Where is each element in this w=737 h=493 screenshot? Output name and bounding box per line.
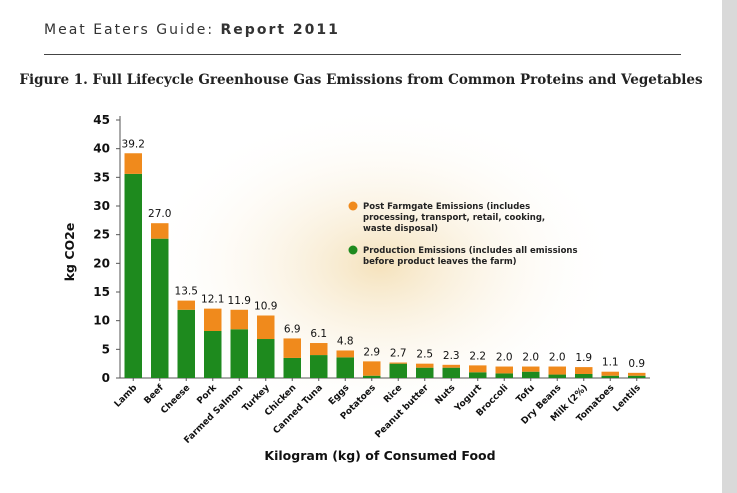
header-report: Report 2011 bbox=[220, 22, 340, 38]
bar-total-label: 2.0 bbox=[549, 352, 566, 364]
bar-production-segment bbox=[442, 367, 460, 378]
bar-total-label: 12.1 bbox=[201, 294, 224, 306]
bar-total-label: 2.3 bbox=[443, 350, 460, 362]
bar-production-segment bbox=[204, 330, 222, 378]
y-tick-label: 40 bbox=[93, 142, 110, 156]
report-header: Meat Eaters Guide: Report 2011 bbox=[44, 22, 340, 38]
legend-post-farmgate-line-1: Post Farmgate Emissions (includes bbox=[363, 202, 530, 212]
bar-total-label: 2.0 bbox=[496, 352, 513, 364]
legend-production-line-2: before product leaves the farm) bbox=[363, 257, 517, 267]
bar-total-label: 11.9 bbox=[228, 295, 251, 307]
legend-production-line-1: Production Emissions (includes all emiss… bbox=[363, 246, 578, 256]
bar-total-label: 1.9 bbox=[575, 352, 592, 364]
bar-total-label: 0.9 bbox=[628, 358, 645, 370]
bar-post-farmgate-segment bbox=[177, 300, 195, 310]
y-axis-title: kg CO2e bbox=[62, 223, 77, 282]
bar-post-farmgate-segment bbox=[522, 366, 540, 372]
bar-production-segment bbox=[177, 309, 195, 378]
bar-production-segment bbox=[124, 173, 142, 378]
bar-post-farmgate-segment bbox=[124, 153, 142, 174]
y-tick-label: 5 bbox=[102, 342, 110, 356]
header-prefix: Meat Eaters Guide: bbox=[44, 22, 221, 38]
y-tick-label: 35 bbox=[93, 170, 110, 184]
x-category-label: Lamb bbox=[113, 383, 140, 410]
y-tick-label: 15 bbox=[93, 285, 110, 299]
bar-post-farmgate-segment bbox=[495, 366, 513, 374]
legend-production-swatch bbox=[348, 245, 358, 255]
y-tick-label: 20 bbox=[93, 256, 110, 270]
bar-total-label: 13.5 bbox=[175, 286, 198, 298]
figure-title: Figure 1. Full Lifecycle Greenhouse Gas … bbox=[19, 72, 703, 88]
y-tick-label: 25 bbox=[93, 228, 110, 242]
bar-post-farmgate-segment bbox=[230, 309, 248, 330]
bar-production-segment bbox=[389, 363, 407, 378]
bar-total-label: 6.9 bbox=[284, 323, 301, 335]
bar-production-segment bbox=[283, 357, 301, 378]
x-category-label: Lentils bbox=[612, 383, 643, 414]
bar-post-farmgate-segment bbox=[601, 371, 619, 376]
y-tick-label: 30 bbox=[93, 199, 110, 213]
y-tick-label: 45 bbox=[93, 113, 110, 127]
bar-production-segment bbox=[363, 375, 381, 378]
bar-post-farmgate-segment bbox=[363, 361, 381, 376]
x-category-label: Pork bbox=[195, 382, 219, 406]
header-rule bbox=[44, 54, 681, 55]
legend-post-farmgate-line-3: waste disposal) bbox=[363, 224, 438, 234]
x-category-label: Cheese bbox=[159, 383, 192, 416]
legend-post-farmgate-swatch bbox=[348, 201, 358, 211]
bar-post-farmgate-segment bbox=[548, 366, 566, 375]
bar-production-segment bbox=[575, 373, 593, 378]
y-tick-label: 0 bbox=[102, 371, 110, 385]
bar-production-segment bbox=[336, 357, 354, 378]
page-margin bbox=[722, 0, 737, 493]
bar-production-segment bbox=[495, 373, 513, 378]
legend-post-farmgate-line-2: processing, transport, retail, cooking, bbox=[363, 213, 545, 223]
bar-production-segment bbox=[310, 355, 328, 378]
bar-post-farmgate-segment bbox=[469, 365, 487, 373]
bar-post-farmgate-segment bbox=[204, 308, 222, 331]
bar-post-farmgate-segment bbox=[257, 315, 275, 340]
bar-total-label: 4.8 bbox=[337, 335, 354, 347]
bar-total-label: 39.2 bbox=[122, 138, 145, 150]
y-tick-label: 10 bbox=[93, 314, 110, 328]
bar-total-label: 10.9 bbox=[254, 301, 277, 313]
bar-total-label: 27.0 bbox=[148, 208, 171, 220]
bar-production-segment bbox=[151, 238, 169, 378]
x-category-label: Beef bbox=[143, 383, 166, 406]
bar-production-segment bbox=[416, 367, 434, 378]
bar-post-farmgate-segment bbox=[389, 362, 407, 364]
bar-production-segment bbox=[230, 329, 248, 378]
bar-production-segment bbox=[469, 372, 487, 378]
bar-production-segment bbox=[257, 339, 275, 378]
x-axis-title: Kilogram (kg) of Consumed Food bbox=[264, 448, 495, 463]
bar-total-label: 2.0 bbox=[522, 352, 539, 364]
bar-production-segment bbox=[548, 374, 566, 378]
bar-post-farmgate-segment bbox=[575, 367, 593, 374]
bar-post-farmgate-segment bbox=[151, 223, 169, 239]
bar-post-farmgate-segment bbox=[310, 343, 328, 356]
bar-total-label: 2.2 bbox=[469, 350, 486, 362]
bar-post-farmgate-segment bbox=[442, 364, 460, 368]
bar-total-label: 1.1 bbox=[602, 357, 619, 369]
bar-post-farmgate-segment bbox=[416, 363, 434, 368]
bar-post-farmgate-segment bbox=[628, 372, 646, 376]
bar-post-farmgate-segment bbox=[283, 338, 301, 358]
bar-production-segment bbox=[601, 375, 619, 378]
bar-production-segment bbox=[628, 375, 646, 378]
bar-total-label: 2.5 bbox=[416, 349, 433, 361]
bar-total-label: 2.9 bbox=[363, 346, 380, 358]
bar-production-segment bbox=[522, 371, 540, 378]
bar-total-label: 6.1 bbox=[310, 328, 327, 340]
bar-post-farmgate-segment bbox=[336, 350, 354, 358]
bar-total-label: 2.7 bbox=[390, 348, 407, 360]
